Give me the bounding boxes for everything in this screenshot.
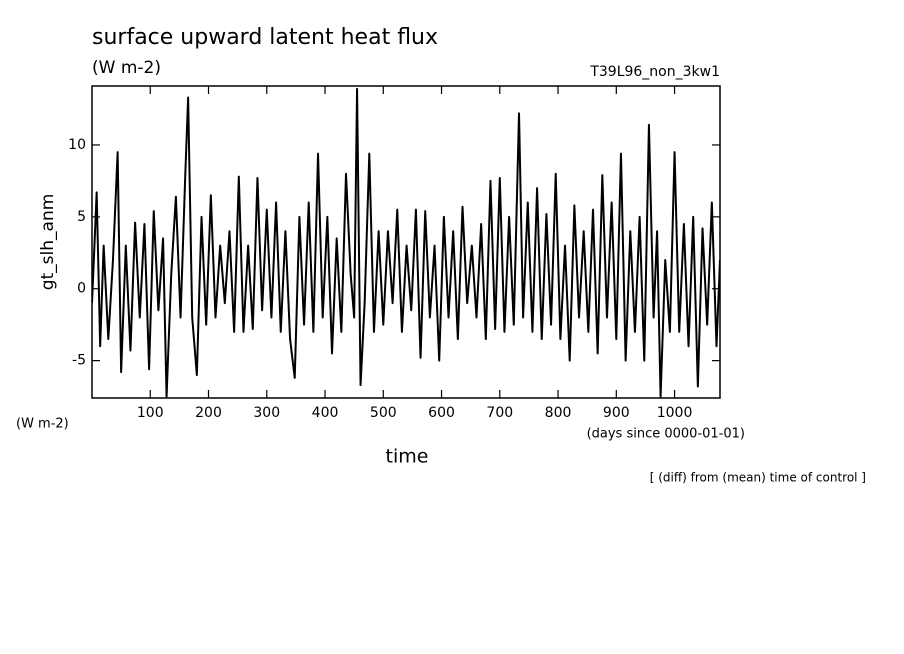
y-tick-label: 5: [77, 209, 86, 225]
x-tick-label: 1000: [657, 405, 693, 421]
x-tick-label: 800: [545, 405, 572, 421]
y-axis-label: gt_slh_anm: [38, 194, 58, 291]
x-tick-label: 400: [312, 405, 339, 421]
y-tick-label: 10: [68, 137, 86, 153]
x-tick-label: 200: [195, 405, 222, 421]
x-axis-label: time: [386, 446, 429, 468]
x-tick-label: 300: [253, 405, 280, 421]
x-unit-label: (days since 0000-01-01): [587, 427, 745, 442]
y-tick-label: -5: [72, 353, 86, 369]
chart-subtitle: (W m-2): [92, 58, 161, 78]
data-line: [92, 87, 720, 398]
x-tick-label: 600: [428, 405, 455, 421]
x-tick-label: 500: [370, 405, 397, 421]
x-tick-label: 700: [486, 405, 513, 421]
x-tick-label: 900: [603, 405, 630, 421]
y-unit-label: (W m-2): [16, 417, 69, 432]
x-tick-label: 100: [137, 405, 164, 421]
run-label: T39L96_non_3kw1: [589, 64, 720, 80]
plot-frame: [91, 85, 721, 399]
note: [ (diff) from (mean) time of control ]: [650, 471, 866, 485]
chart-title: surface upward latent heat flux: [92, 25, 438, 50]
y-tick-label: 0: [77, 281, 86, 297]
